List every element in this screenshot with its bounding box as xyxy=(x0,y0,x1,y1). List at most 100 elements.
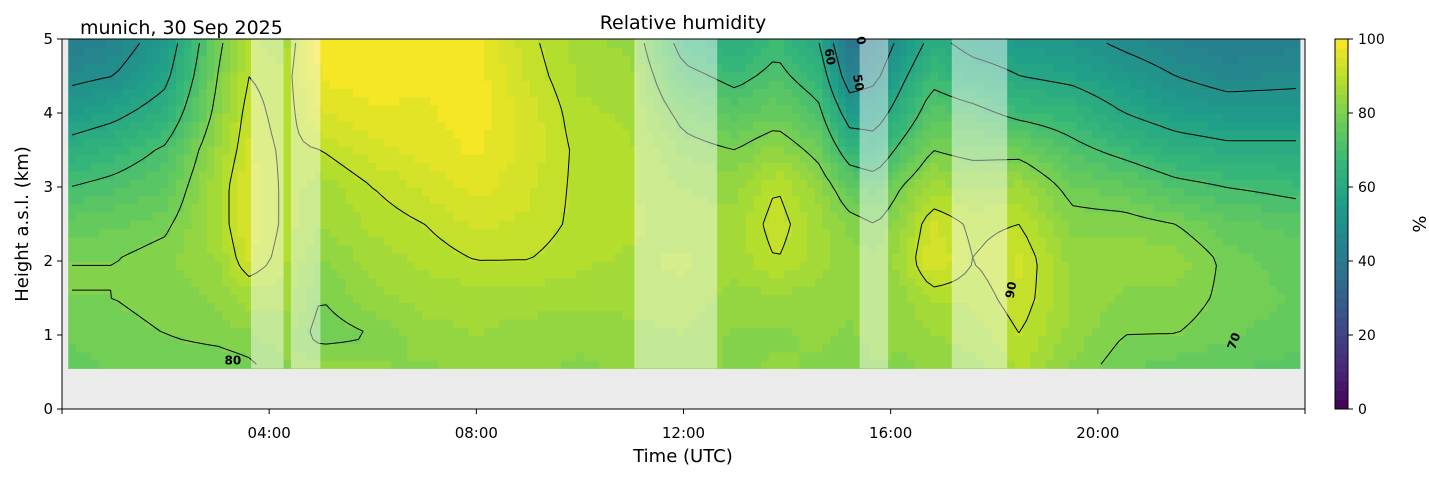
heatmap-cell xyxy=(160,211,169,221)
heatmap-cell xyxy=(1022,162,1032,172)
heatmap-cell xyxy=(1007,327,1016,336)
heatmap-cell xyxy=(999,228,1008,238)
heatmap-cell xyxy=(1269,244,1278,254)
heatmap-cell xyxy=(845,195,854,205)
heatmap-cell xyxy=(268,146,277,155)
heatmap-cell xyxy=(491,129,500,139)
heatmap-cell xyxy=(930,129,939,139)
heatmap-cell xyxy=(1053,162,1062,172)
heatmap-cell xyxy=(506,195,516,205)
heatmap-cell xyxy=(1245,335,1255,345)
heatmap-cell xyxy=(899,327,908,336)
heatmap-cell xyxy=(1184,351,1193,361)
heatmap-cell xyxy=(1115,154,1124,164)
heatmap-cell xyxy=(914,335,924,345)
heatmap-cell xyxy=(807,187,816,197)
heatmap-cell xyxy=(114,113,123,122)
heatmap-cell xyxy=(1168,310,1178,320)
heatmap-cell xyxy=(1207,121,1216,131)
heatmap-cell xyxy=(1138,318,1147,328)
heatmap-cell xyxy=(553,294,562,304)
heatmap-cell xyxy=(822,137,831,147)
heatmap-cell xyxy=(1099,162,1108,172)
heatmap-cell xyxy=(930,195,939,205)
heatmap-cell xyxy=(999,318,1008,328)
heatmap-cell xyxy=(1192,113,1201,122)
heatmap-cell xyxy=(445,195,454,205)
heatmap-cell xyxy=(152,137,162,147)
heatmap-cell xyxy=(876,335,885,345)
heatmap-cell xyxy=(691,310,701,320)
heatmap-cell xyxy=(991,360,1001,369)
heatmap-cell xyxy=(938,318,947,328)
heatmap-cell xyxy=(791,343,801,353)
heatmap-cell xyxy=(1022,154,1032,164)
heatmap-cell xyxy=(1138,121,1147,131)
heatmap-cell xyxy=(522,211,531,221)
heatmap-cell xyxy=(360,285,370,295)
heatmap-cell xyxy=(545,121,554,131)
heatmap-cell xyxy=(899,137,908,147)
heatmap-cell xyxy=(306,187,316,197)
heatmap-cell xyxy=(222,121,231,131)
heatmap-cell xyxy=(938,261,947,271)
heatmap-cell xyxy=(914,327,924,336)
heatmap-cell xyxy=(907,187,916,197)
heatmap-cell xyxy=(83,253,92,262)
heatmap-cell xyxy=(237,294,246,304)
heatmap-cell xyxy=(314,261,323,271)
heatmap-cell xyxy=(499,244,508,254)
heatmap-cell xyxy=(506,129,516,139)
heatmap-cell xyxy=(422,154,431,164)
heatmap-cell xyxy=(129,327,139,336)
heatmap-cell xyxy=(545,244,554,254)
heatmap-cell xyxy=(252,302,262,312)
heatmap-cell xyxy=(814,261,824,271)
heatmap-cell xyxy=(568,220,577,229)
heatmap-cell xyxy=(91,154,100,164)
heatmap-cell xyxy=(1284,146,1293,155)
heatmap-cell xyxy=(460,113,470,122)
heatmap-cell xyxy=(753,203,762,213)
heatmap-cell xyxy=(622,220,631,229)
heatmap-cell xyxy=(891,236,901,246)
heatmap-cell xyxy=(645,129,654,139)
heatmap-cell xyxy=(152,178,162,188)
heatmap-cell xyxy=(175,253,185,262)
heatmap-cell xyxy=(1107,277,1116,287)
location-date-title: munich, 30 Sep 2025 xyxy=(80,17,283,39)
heatmap-cell xyxy=(907,294,916,304)
heatmap-cell xyxy=(1145,318,1155,328)
heatmap-cell xyxy=(314,129,323,139)
heatmap-cell xyxy=(152,327,162,336)
heatmap-cell xyxy=(868,220,878,229)
heatmap-cell xyxy=(1192,137,1201,147)
heatmap-cell xyxy=(368,129,377,139)
heatmap-cell xyxy=(437,261,446,271)
heatmap-cell xyxy=(945,203,955,213)
heatmap-cell xyxy=(1269,170,1278,180)
heatmap-cell xyxy=(283,220,293,229)
heatmap-cell xyxy=(1153,351,1162,361)
heatmap-cell xyxy=(745,187,754,197)
heatmap-cell xyxy=(884,113,893,122)
heatmap-cell xyxy=(660,327,670,336)
heatmap-cell xyxy=(129,211,139,221)
heatmap-cell xyxy=(830,220,839,229)
heatmap-cell xyxy=(1153,360,1162,369)
heatmap-cell xyxy=(276,146,285,155)
heatmap-cell xyxy=(68,327,77,336)
heatmap-cell xyxy=(607,327,616,336)
heatmap-cell xyxy=(291,310,300,320)
heatmap-cell xyxy=(252,261,262,271)
heatmap-cell xyxy=(891,137,901,147)
heatmap-cell xyxy=(376,162,385,172)
heatmap-cell xyxy=(876,178,885,188)
heatmap-cell xyxy=(337,203,346,213)
heatmap-cell xyxy=(237,343,246,353)
heatmap-cell xyxy=(668,195,677,205)
heatmap-cell xyxy=(1022,318,1032,328)
heatmap-cell xyxy=(714,360,724,369)
heatmap-cell xyxy=(137,351,146,361)
heatmap-cell xyxy=(299,203,308,213)
